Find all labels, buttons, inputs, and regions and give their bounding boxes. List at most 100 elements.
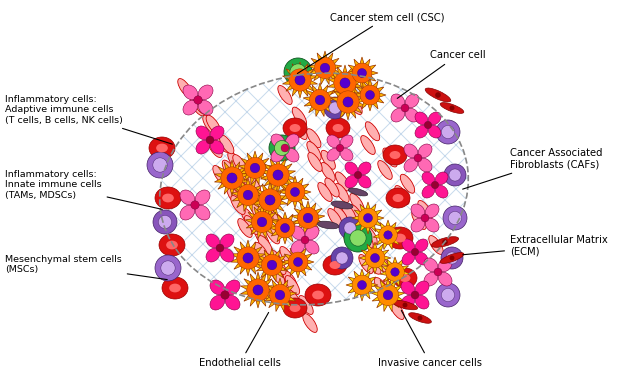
Ellipse shape <box>418 200 432 220</box>
Circle shape <box>310 90 330 110</box>
Ellipse shape <box>307 141 321 161</box>
Ellipse shape <box>435 172 448 185</box>
Ellipse shape <box>291 240 305 254</box>
Ellipse shape <box>326 118 350 138</box>
Circle shape <box>379 226 398 244</box>
Circle shape <box>284 58 312 86</box>
Text: Inflammatory cells:
Innate immune cells
(TAMs, MDSCs): Inflammatory cells: Innate immune cells … <box>5 170 162 209</box>
Ellipse shape <box>222 160 237 179</box>
Ellipse shape <box>299 296 313 314</box>
Ellipse shape <box>210 295 225 310</box>
Ellipse shape <box>195 205 210 220</box>
Circle shape <box>425 121 431 129</box>
Circle shape <box>354 171 362 179</box>
Ellipse shape <box>283 271 297 290</box>
Text: Cancer Associated
Fibroblasts (CAFs): Cancer Associated Fibroblasts (CAFs) <box>463 148 602 189</box>
Ellipse shape <box>183 100 198 115</box>
Ellipse shape <box>196 126 210 140</box>
Ellipse shape <box>391 108 405 122</box>
Ellipse shape <box>196 140 210 154</box>
Circle shape <box>421 214 429 222</box>
Circle shape <box>293 257 303 266</box>
Circle shape <box>147 152 173 178</box>
Ellipse shape <box>213 166 227 184</box>
Circle shape <box>386 263 404 281</box>
Ellipse shape <box>404 158 418 172</box>
Ellipse shape <box>166 241 178 249</box>
Circle shape <box>191 201 199 209</box>
Ellipse shape <box>376 254 390 274</box>
Circle shape <box>414 154 422 162</box>
Ellipse shape <box>345 162 358 175</box>
Text: Cancer stem cell (CSC): Cancer stem cell (CSC) <box>297 12 445 74</box>
Ellipse shape <box>328 209 342 228</box>
Ellipse shape <box>363 226 377 245</box>
Polygon shape <box>255 248 289 282</box>
Ellipse shape <box>391 94 405 108</box>
Circle shape <box>360 85 380 105</box>
Ellipse shape <box>206 234 220 248</box>
Ellipse shape <box>210 140 224 154</box>
Ellipse shape <box>350 194 364 212</box>
Polygon shape <box>252 182 288 218</box>
Circle shape <box>448 211 462 225</box>
Ellipse shape <box>190 97 205 116</box>
Ellipse shape <box>349 204 363 223</box>
Ellipse shape <box>241 208 255 226</box>
Circle shape <box>436 120 460 144</box>
Ellipse shape <box>293 121 307 139</box>
Ellipse shape <box>321 163 335 181</box>
Circle shape <box>350 230 366 246</box>
Ellipse shape <box>317 221 339 229</box>
Ellipse shape <box>225 295 240 310</box>
Circle shape <box>267 164 289 186</box>
Ellipse shape <box>255 229 269 248</box>
Ellipse shape <box>220 234 234 248</box>
Circle shape <box>357 280 367 290</box>
Ellipse shape <box>438 272 452 286</box>
Circle shape <box>289 69 311 91</box>
Ellipse shape <box>359 254 373 273</box>
Ellipse shape <box>331 201 353 209</box>
Ellipse shape <box>266 225 279 244</box>
Ellipse shape <box>233 155 247 174</box>
Circle shape <box>331 247 353 269</box>
Polygon shape <box>245 205 279 239</box>
Circle shape <box>251 211 273 232</box>
Circle shape <box>411 248 419 256</box>
Circle shape <box>295 75 305 85</box>
Ellipse shape <box>387 227 413 249</box>
Circle shape <box>443 206 467 230</box>
Ellipse shape <box>345 175 358 188</box>
Circle shape <box>155 255 181 281</box>
Circle shape <box>221 167 243 189</box>
Ellipse shape <box>283 298 307 318</box>
Polygon shape <box>238 151 272 184</box>
Circle shape <box>418 316 423 321</box>
Circle shape <box>401 104 409 112</box>
Ellipse shape <box>325 178 339 197</box>
Ellipse shape <box>411 204 425 218</box>
Circle shape <box>288 252 308 272</box>
Ellipse shape <box>415 239 428 252</box>
Circle shape <box>221 291 229 299</box>
Ellipse shape <box>155 187 181 209</box>
Circle shape <box>358 208 378 228</box>
Ellipse shape <box>312 291 324 299</box>
Circle shape <box>275 218 295 238</box>
Circle shape <box>206 136 214 144</box>
Polygon shape <box>359 242 391 274</box>
Ellipse shape <box>418 158 432 172</box>
Circle shape <box>431 181 438 189</box>
Ellipse shape <box>210 280 225 295</box>
Ellipse shape <box>305 284 331 306</box>
Circle shape <box>243 253 253 263</box>
Circle shape <box>281 223 290 232</box>
Circle shape <box>275 290 284 300</box>
Ellipse shape <box>149 137 175 159</box>
Ellipse shape <box>425 204 439 218</box>
Circle shape <box>268 260 277 270</box>
Ellipse shape <box>415 281 429 295</box>
Circle shape <box>442 239 448 245</box>
Polygon shape <box>327 65 362 101</box>
